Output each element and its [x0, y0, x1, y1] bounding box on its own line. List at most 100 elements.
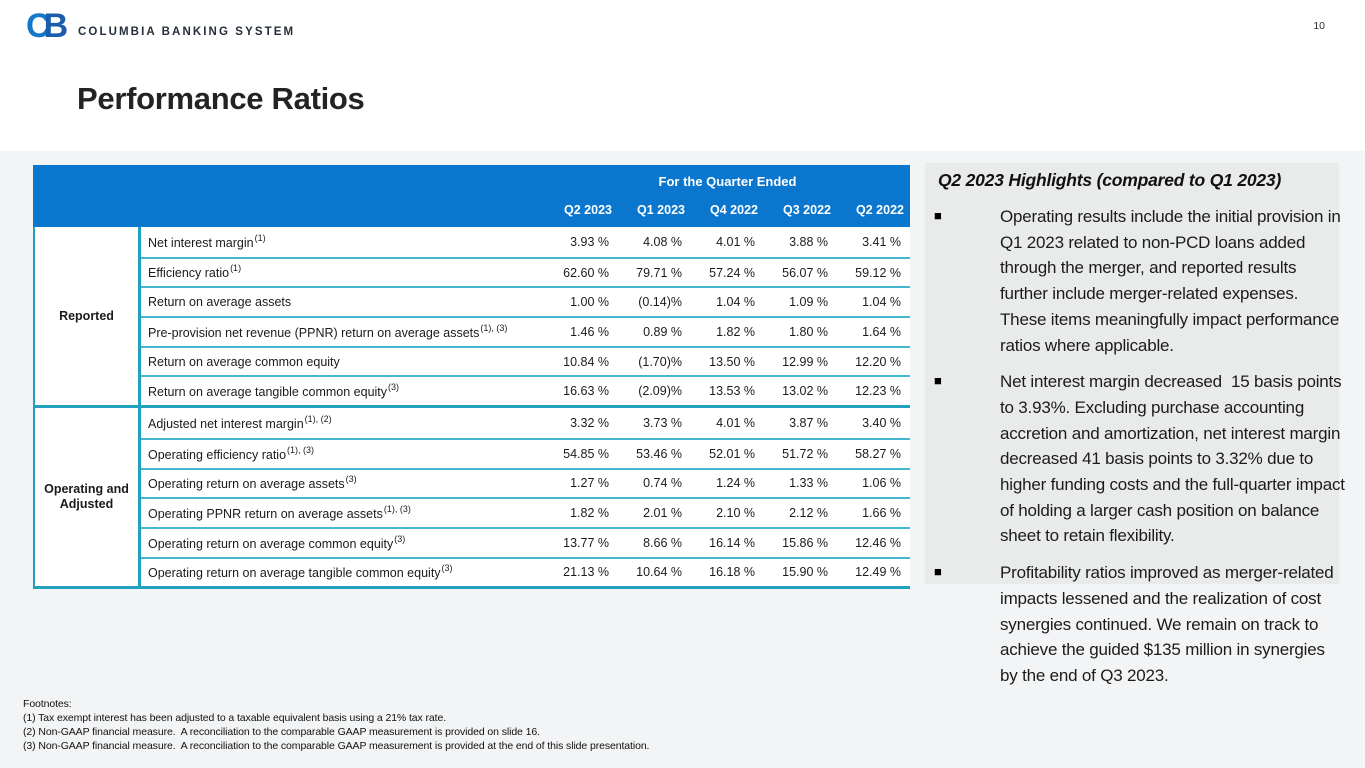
value-cell: (1.70)%: [638, 354, 682, 369]
metric-cell: Pre-provision net revenue (PPNR) return …: [141, 322, 542, 340]
value-cell: 62.60 %: [563, 265, 609, 280]
logo-letter-b: B: [43, 7, 69, 45]
value-cell: 1.24 %: [716, 476, 755, 491]
metric-cell: Operating PPNR return on average assets(…: [141, 503, 542, 521]
value-cell: 1.27 %: [570, 476, 609, 491]
value-cell: 10.64 %: [636, 565, 682, 580]
value-cell: 2.10 %: [716, 506, 755, 521]
value-cell: 12.49 %: [855, 565, 901, 580]
footnotes-label: Footnotes:: [23, 698, 72, 710]
value-cell: 13.77 %: [563, 535, 609, 550]
value-cell: 12.20 %: [855, 354, 901, 369]
footnote-item: (2) Non-GAAP financial measure. A reconc…: [23, 726, 540, 738]
table-row: Operating efficiency ratio(1), (3) 54.85 …: [141, 437, 910, 468]
value-cell: 3.87 %: [789, 415, 828, 430]
table-row: Return on average assets 1.00 % (0.14)% 1.0…: [141, 286, 910, 316]
metric-cell: Operating return on average common equit…: [141, 533, 542, 551]
value-cell: 0.74 %: [643, 476, 682, 491]
footnote-ref: (1), (3): [383, 503, 411, 514]
value-cell: 1.80 %: [789, 324, 828, 339]
metric-cell: Adjusted net interest margin(1), (2): [141, 413, 542, 432]
value-cell: 13.53 %: [709, 384, 755, 399]
footnote-ref: (1), (3): [287, 444, 315, 455]
metric-cell: Return on average assets: [141, 295, 542, 309]
column-header: Q1 2023: [637, 203, 685, 217]
metric-cell: Net interest margin(1): [141, 232, 542, 250]
highlights-title: Q2 2023 Highlights (compared to Q1 2023): [938, 170, 1282, 190]
table-row: Adjusted net interest margin(1), (2) 3.32…: [141, 408, 910, 438]
value-cell: 12.23 %: [855, 384, 901, 399]
footnote-item: (3) Non-GAAP financial measure. A reconc…: [23, 740, 650, 752]
value-cell: 16.18 %: [709, 565, 755, 580]
value-cell: 0.89 %: [643, 324, 682, 339]
value-cell: 3.88 %: [789, 234, 828, 249]
value-cell: 52.01 %: [709, 446, 755, 461]
highlights-list: ■ Operating results include the initial p…: [925, 204, 1357, 689]
table-row: Operating return on average common equit…: [141, 526, 910, 557]
metric-label: Pre-provision net revenue (PPNR) return …: [148, 325, 480, 340]
footnote-ref: (1): [230, 263, 242, 274]
highlights-panel: Q2 2023 Highlights (compared to Q1 2023)…: [925, 170, 1357, 700]
column-header: Q2 2022: [856, 203, 904, 217]
table-row: Return on average tangible common equity…: [141, 375, 910, 405]
value-cell: 57.24 %: [709, 265, 755, 280]
quarter-span-header: For the Quarter Ended: [658, 174, 797, 189]
table-row: Return on average common equity 10.84 % (1…: [141, 345, 910, 376]
value-cell: 4.01 %: [716, 234, 755, 249]
table-row: Efficiency ratio(1) 62.60 % 79.71 % 57.24 %…: [141, 256, 910, 287]
metric-label: Operating return on average tangible com…: [148, 566, 441, 581]
table-header: For the Quarter Ended Q2 2023 Q1 2023 Q4 2…: [33, 165, 910, 227]
metric-cell: Operating return on average assets(3): [141, 474, 542, 492]
square-bullet-icon: ■: [934, 208, 942, 223]
metric-label: Operating return on average common equit…: [148, 536, 394, 551]
footnote-ref: (3): [345, 474, 357, 485]
value-cell: 1.33 %: [789, 476, 828, 491]
footnote-ref: (1), (2): [304, 413, 332, 424]
table-row: Net interest margin(1) 3.93 % 4.08 % 4.01 %…: [141, 227, 910, 257]
highlight-bullet: ■ Operating results include the initial p…: [925, 204, 1357, 358]
value-cell: 54.85 %: [563, 446, 609, 461]
square-bullet-icon: ■: [934, 373, 942, 389]
value-cell: 56.07 %: [782, 265, 828, 280]
company-name: COLUMBIA BANKING SYSTEM: [78, 26, 296, 38]
metric-cell: Return on average tangible common equity…: [141, 382, 542, 400]
value-cell: 1.04 %: [716, 295, 755, 310]
value-cell: (2.09)%: [638, 384, 682, 399]
value-cell: 1.46 %: [570, 324, 609, 339]
value-cell: 13.50 %: [709, 354, 755, 369]
metric-label: Return on average tangible common equity: [148, 385, 388, 400]
value-cell: 3.41 %: [862, 234, 901, 249]
performance-ratios-table: For the Quarter Ended Q2 2023 Q1 2023 Q4 2…: [33, 165, 910, 590]
value-cell: 2.12 %: [789, 506, 828, 521]
table-group: Reported Net interest margin(1) 3.93 % 4.08…: [35, 227, 910, 406]
slide-title: Performance Ratios: [77, 81, 365, 116]
value-cell: 4.08 %: [643, 234, 682, 249]
group-label: Reported: [35, 227, 141, 406]
value-cell: 13.02 %: [782, 384, 828, 399]
metric-cell: Efficiency ratio(1): [141, 263, 542, 280]
value-cell: 16.14 %: [709, 535, 755, 550]
value-cell: 3.40 %: [862, 415, 901, 430]
value-cell: 21.13 %: [563, 565, 609, 580]
footnote-ref: (3): [394, 533, 406, 544]
value-cell: 4.01 %: [716, 415, 755, 430]
footnote-ref: (3): [388, 382, 400, 393]
value-cell: 3.93 %: [570, 234, 609, 249]
metric-label: Adjusted net interest margin: [148, 417, 304, 432]
value-cell: 58.27 %: [855, 446, 901, 461]
metric-cell: Return on average common equity: [141, 355, 542, 369]
value-cell: 1.04 %: [862, 295, 901, 310]
value-cell: 8.66 %: [643, 535, 682, 550]
value-cell: 10.84 %: [563, 354, 609, 369]
table-row: Operating PPNR return on average assets(…: [141, 497, 910, 527]
company-logo-icon: CB: [26, 8, 68, 44]
footnote-ref: (1): [254, 232, 266, 243]
value-cell: 3.73 %: [643, 415, 682, 430]
footnote-ref: (1), (3): [480, 322, 508, 333]
value-cell: 1.00 %: [570, 295, 609, 310]
quarter-columns: Q2 2023 Q1 2023 Q4 2022 Q3 2022 Q2 2022: [545, 199, 910, 227]
value-cell: 2.01 %: [643, 506, 682, 521]
footnote-list: (1) Tax exempt interest has been adjuste…: [23, 711, 649, 753]
metric-label: Operating return on average assets: [148, 477, 345, 492]
table-group: Operating and Adjusted Adjusted net inter…: [35, 405, 910, 587]
